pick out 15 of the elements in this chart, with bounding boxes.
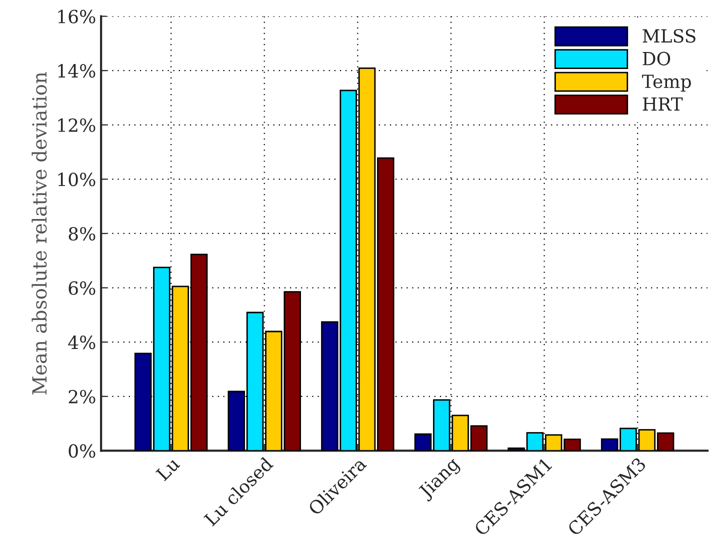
legend-label: HRT xyxy=(642,97,683,111)
y-tick-label: 14% xyxy=(58,64,96,78)
x-tick-label: Lu xyxy=(155,456,180,482)
y-tick-label: 6% xyxy=(68,281,96,295)
y-tick-label: 12% xyxy=(58,118,96,132)
y-tick-label: 16% xyxy=(58,10,96,24)
y-tick-label: 2% xyxy=(68,390,96,404)
y-tick-label: 0% xyxy=(68,444,96,458)
y-tick-label: 10% xyxy=(58,172,96,186)
y-tick-label: 4% xyxy=(68,336,96,350)
y-axis-title: Mean absolute relative deviation xyxy=(32,72,47,395)
legend-label: DO xyxy=(642,52,670,66)
legend-label: Temp xyxy=(642,74,691,92)
y-tick-label: 8% xyxy=(68,226,96,241)
legend-label: MLSS xyxy=(642,29,696,43)
